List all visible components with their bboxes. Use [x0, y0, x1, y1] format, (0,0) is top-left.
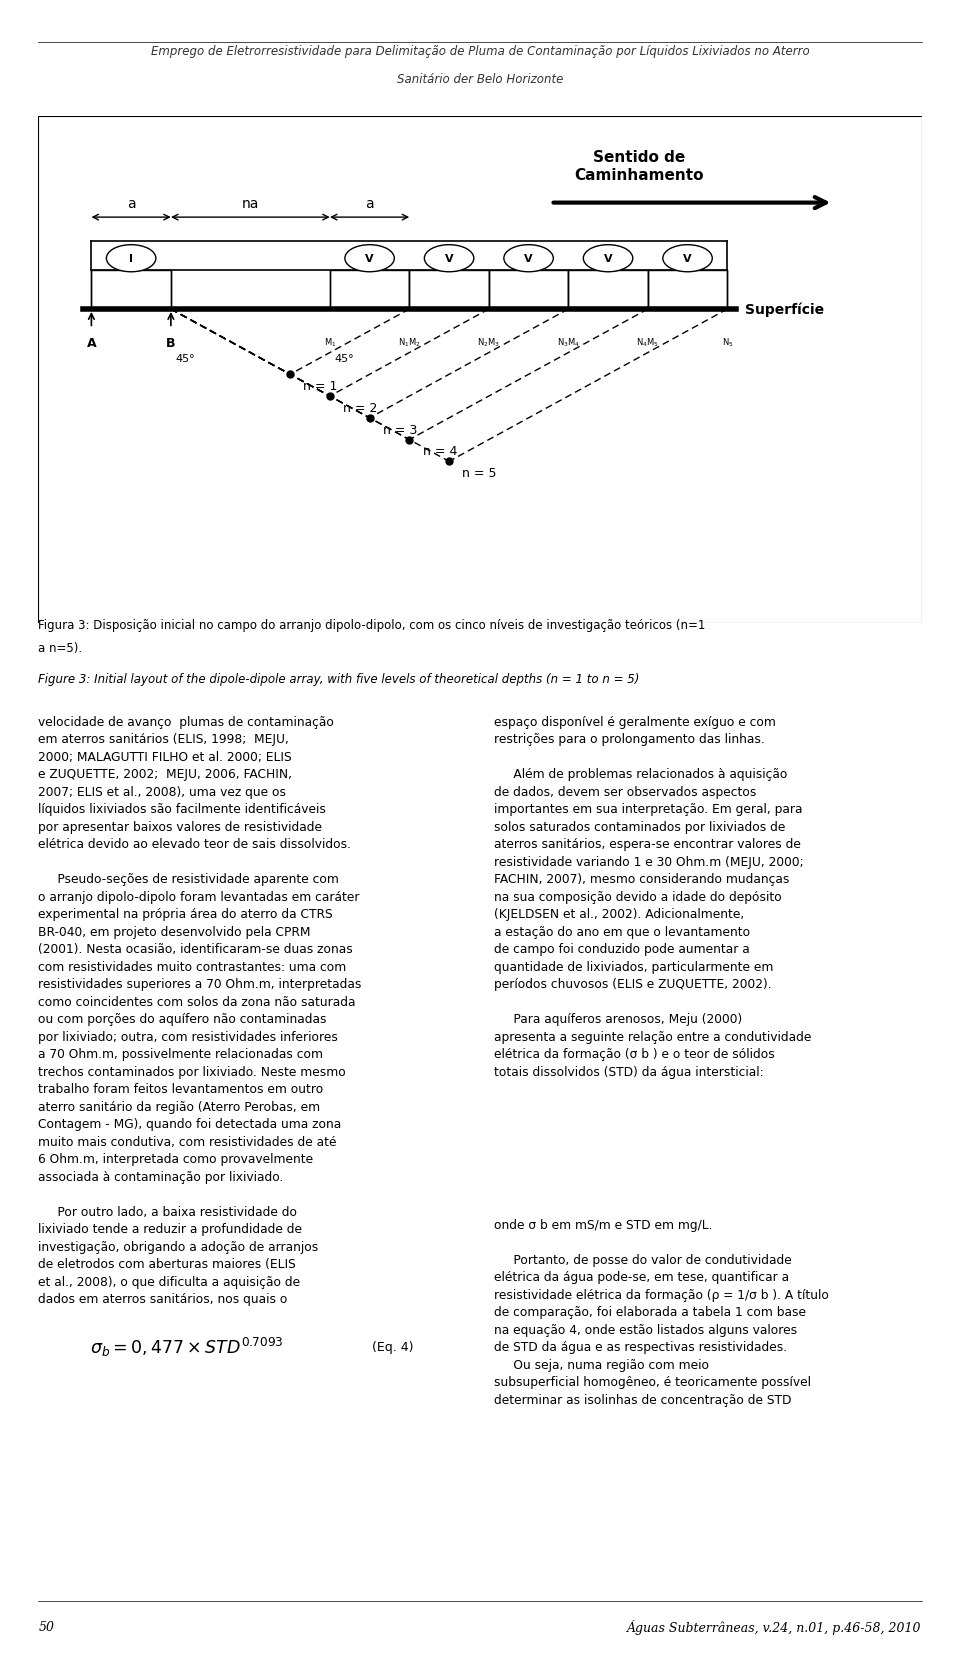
- Text: Superfície: Superfície: [745, 303, 824, 318]
- Bar: [91, 271, 171, 310]
- Text: (Eq. 4): (Eq. 4): [372, 1340, 413, 1353]
- Circle shape: [107, 246, 156, 273]
- Text: M$_1$: M$_1$: [324, 336, 336, 349]
- Text: A: A: [86, 336, 96, 349]
- Text: velocidade de avanço  plumas de contaminação
em aterros sanitários (ELIS, 1998; : velocidade de avanço plumas de contamina…: [38, 716, 362, 1306]
- Text: n = 5: n = 5: [463, 468, 497, 479]
- Text: V: V: [524, 255, 533, 265]
- Circle shape: [345, 246, 395, 273]
- Text: Sentido de
Caminhamento: Sentido de Caminhamento: [574, 150, 704, 183]
- Circle shape: [584, 246, 633, 273]
- Bar: [648, 271, 728, 310]
- Text: N$_5$: N$_5$: [722, 336, 733, 349]
- Text: V: V: [366, 255, 373, 265]
- Text: Figura 3: Disposição inicial no campo do arranjo dipolo-dipolo, com os cinco nív: Figura 3: Disposição inicial no campo do…: [38, 619, 706, 632]
- Text: B: B: [166, 336, 176, 349]
- Text: a n=5).: a n=5).: [38, 641, 83, 654]
- Text: 45°: 45°: [334, 353, 354, 363]
- Circle shape: [424, 246, 474, 273]
- Bar: [489, 271, 568, 310]
- Bar: [568, 271, 648, 310]
- Text: n = 3: n = 3: [383, 423, 418, 436]
- Text: Águas Subterrâneas, v.24, n.01, p.46-58, 2010: Águas Subterrâneas, v.24, n.01, p.46-58,…: [627, 1619, 922, 1634]
- Text: 50: 50: [38, 1621, 55, 1632]
- Text: n = 4: n = 4: [422, 446, 457, 458]
- Text: onde σ b em mS/m e STD em mg/L.

     Portanto, de posse do valor de condutivida: onde σ b em mS/m e STD em mg/L. Portanto…: [494, 1218, 829, 1406]
- Text: Sanitário der Belo Horizonte: Sanitário der Belo Horizonte: [396, 73, 564, 87]
- Bar: [409, 271, 489, 310]
- Text: n = 2: n = 2: [343, 401, 377, 414]
- Text: N$_1$M$_2$: N$_1$M$_2$: [398, 336, 420, 349]
- Text: V: V: [684, 255, 692, 265]
- Text: V: V: [604, 255, 612, 265]
- Text: 45°: 45°: [176, 353, 195, 363]
- Text: N$_4$M$_5$: N$_4$M$_5$: [636, 336, 660, 349]
- Circle shape: [662, 246, 712, 273]
- Text: I: I: [130, 255, 133, 265]
- Text: a: a: [127, 196, 135, 211]
- Text: espaço disponível é geralmente exíguo e com
restrições para o prolongamento das : espaço disponível é geralmente exíguo e …: [494, 716, 812, 1078]
- Text: a: a: [366, 196, 373, 211]
- Text: N$_3$M$_4$: N$_3$M$_4$: [557, 336, 580, 349]
- Text: $\sigma_b = 0,477 \times STD^{0.7093}$: $\sigma_b = 0,477 \times STD^{0.7093}$: [89, 1335, 283, 1358]
- Text: N$_2$M$_3$: N$_2$M$_3$: [477, 336, 500, 349]
- Text: n = 1: n = 1: [303, 379, 338, 393]
- Circle shape: [504, 246, 553, 273]
- Text: Figure 3: Initial layout of the dipole-dipole array, with five levels of theoret: Figure 3: Initial layout of the dipole-d…: [38, 672, 639, 686]
- Bar: [330, 271, 409, 310]
- Text: V: V: [444, 255, 453, 265]
- Text: Emprego de Eletrorresistividade para Delimitação de Pluma de Contaminação por Lí: Emprego de Eletrorresistividade para Del…: [151, 45, 809, 58]
- Text: na: na: [242, 196, 259, 211]
